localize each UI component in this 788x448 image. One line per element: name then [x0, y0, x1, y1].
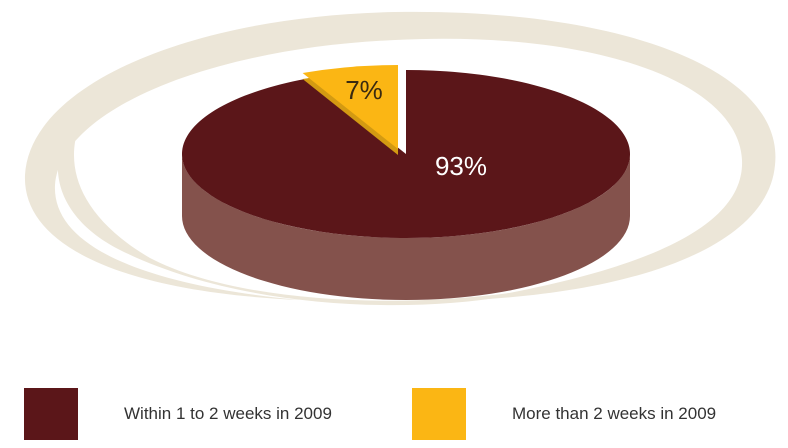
- legend-swatch-within-1-to-2-weeks: [24, 388, 78, 440]
- pie-side-within-1-to-2-weeks: [182, 154, 630, 300]
- legend-item-within-1-to-2-weeks: Within 1 to 2 weeks in 2009: [24, 388, 332, 440]
- pie-label-more-than-2-weeks: 7%: [345, 75, 383, 105]
- pie-sides: [182, 154, 630, 300]
- legend-label-more-than-2-weeks: More than 2 weeks in 2009: [512, 404, 717, 423]
- legend-item-more-than-2-weeks: More than 2 weeks in 2009: [412, 388, 716, 440]
- pie-slice-within-1-to-2-weeks: [181, 70, 631, 238]
- legend-label-within-1-to-2-weeks: Within 1 to 2 weeks in 2009: [124, 404, 332, 423]
- pie-label-within-1-to-2-weeks: 93%: [435, 151, 487, 181]
- pie-slice-more-than-2-weeks: [302, 65, 398, 149]
- pie-tops: [181, 65, 631, 238]
- pie-slice-labels: 93% 7%: [345, 75, 487, 181]
- legend-swatch-more-than-2-weeks: [412, 388, 466, 440]
- legend: Within 1 to 2 weeks in 2009 More than 2 …: [24, 388, 784, 440]
